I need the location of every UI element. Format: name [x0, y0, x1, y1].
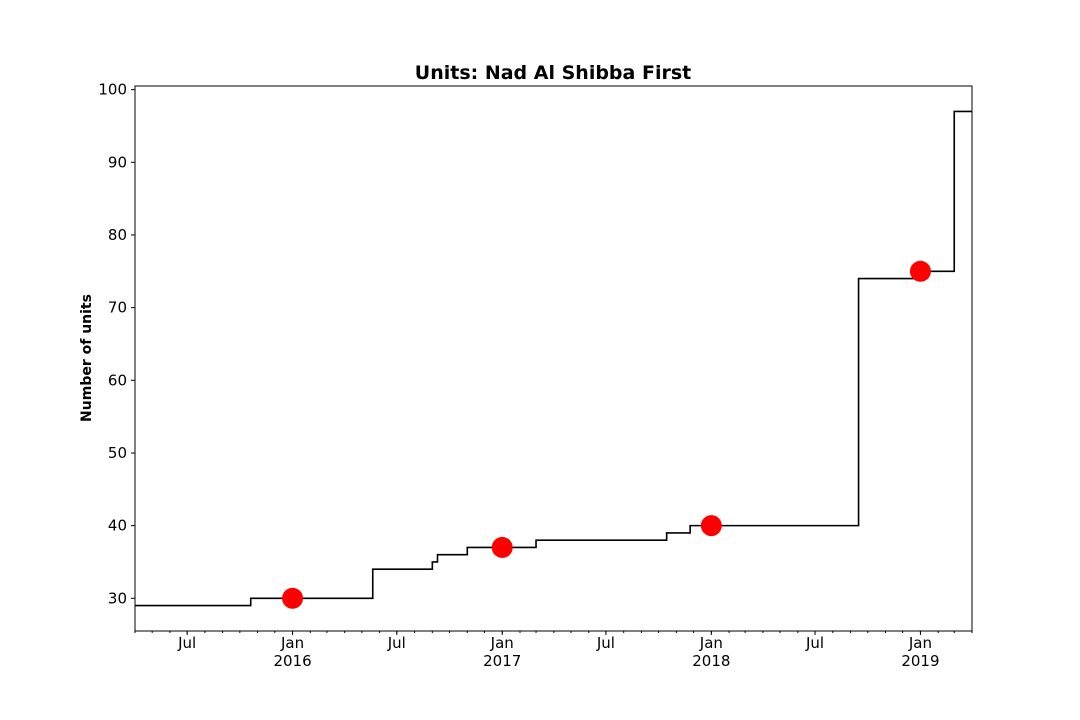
plot-frame [134, 85, 973, 632]
x-tick-label: Jul [177, 634, 196, 652]
y-tick-label: 70 [108, 299, 127, 317]
y-tick-label: 60 [108, 371, 127, 389]
x-tick-label: Jan [280, 634, 304, 652]
y-tick-label: 40 [108, 517, 127, 535]
y-axis-label: Number of units [79, 294, 95, 422]
x-tick-label: Jul [596, 634, 615, 652]
marker-point [700, 515, 722, 537]
y-tick-label: 90 [108, 153, 127, 171]
marker-point [491, 536, 513, 558]
y-tick-label: 50 [108, 444, 127, 462]
x-tick-year-label: 2016 [273, 652, 311, 670]
x-tick-label: Jan [908, 634, 932, 652]
step-line-series [135, 110, 972, 607]
y-tick-label: 80 [108, 226, 127, 244]
x-tick-year-label: 2018 [692, 652, 730, 670]
marker-point [282, 587, 304, 609]
y-tick-label: 100 [98, 81, 127, 99]
x-tick-label: Jan [490, 634, 514, 652]
x-tick-year-label: 2019 [901, 652, 939, 670]
marker-point [909, 260, 931, 282]
x-tick-label: Jul [805, 634, 824, 652]
x-tick-label: Jan [699, 634, 723, 652]
y-axis-ticks: 30 40 50 60 70 80 90 100 [98, 81, 135, 607]
plot-series [135, 110, 972, 609]
chart-title: Units: Nad Al Shibba First [415, 62, 691, 84]
y-tick-label: 30 [108, 589, 127, 607]
x-tick-label: Jul [387, 634, 406, 652]
x-tick-year-label: 2017 [483, 652, 521, 670]
